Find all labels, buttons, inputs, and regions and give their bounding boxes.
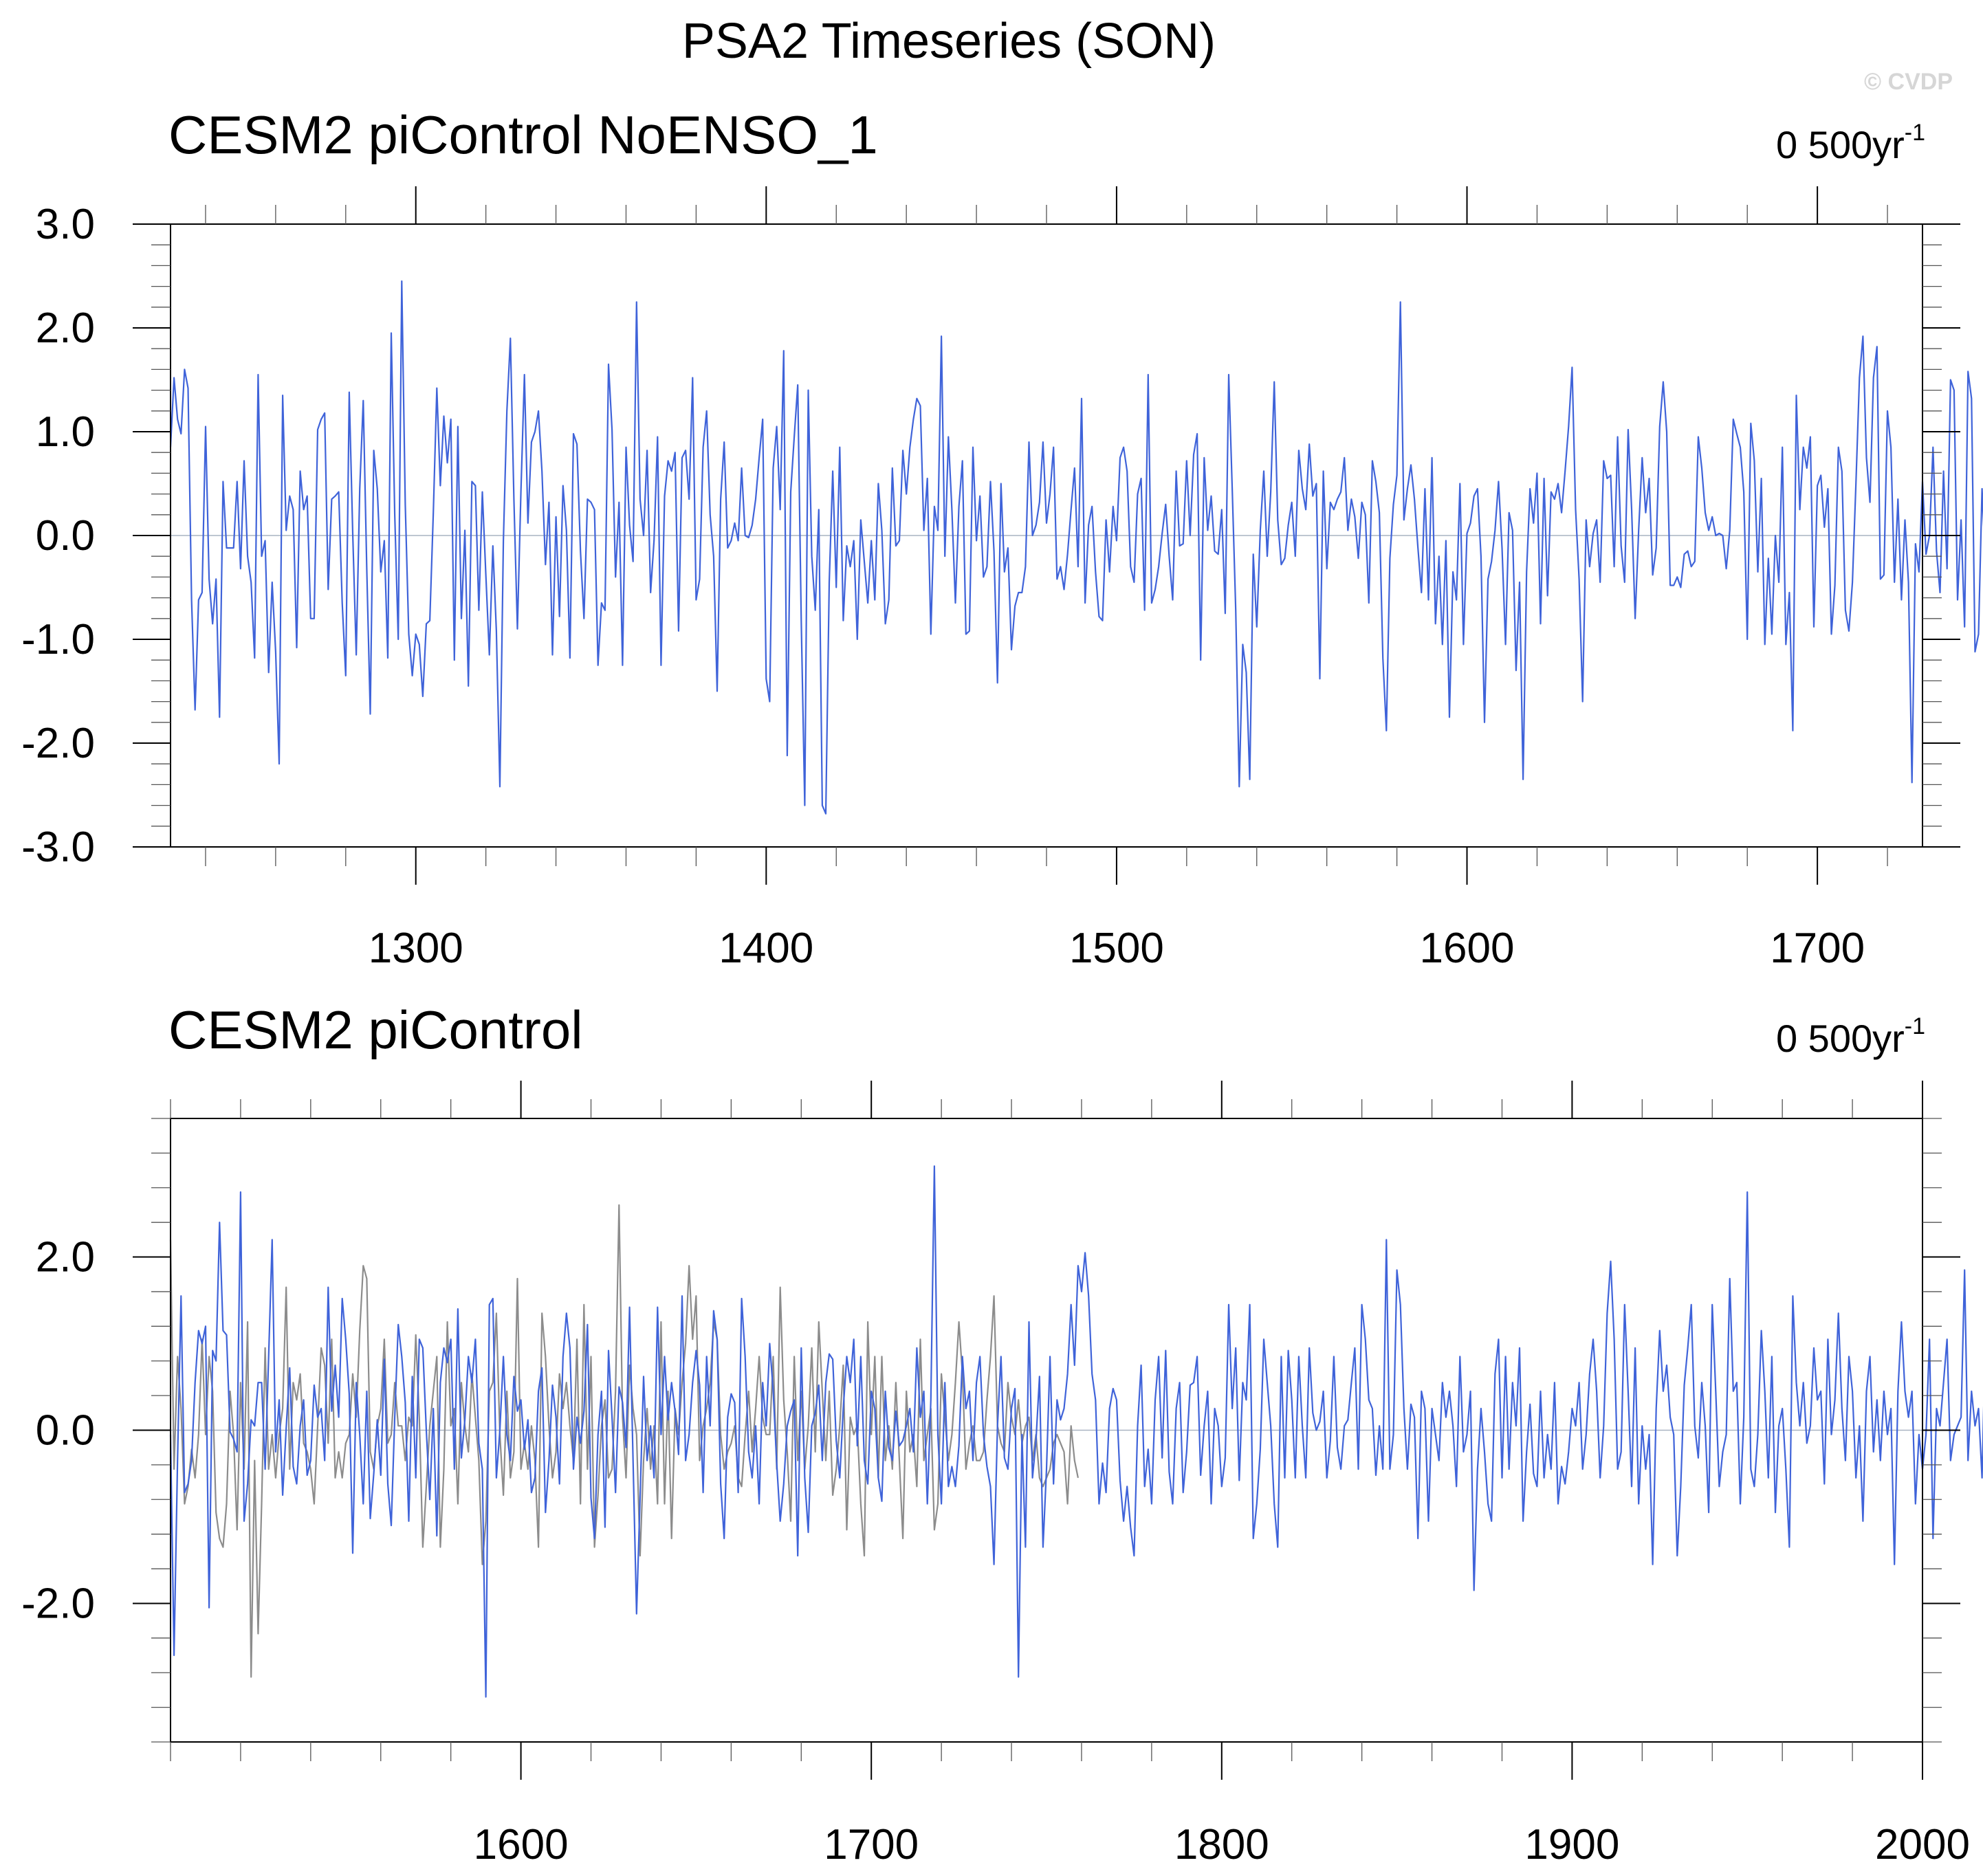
panel-bottom-plot: -2.0 0.0 2.0 1600 1700 1800 1900 2000 bbox=[21, 1081, 1983, 1868]
panel-bottom-trend-unit: 500yr bbox=[1808, 1017, 1905, 1060]
y-tick-label: 2.0 bbox=[36, 1234, 95, 1281]
x-tick-label: 1500 bbox=[1069, 925, 1164, 972]
panel-bottom-trend-exp: -1 bbox=[1905, 1013, 1925, 1039]
panel-top: CESM2 piControl NoENSO_1 0 500yr-1 -3.0-… bbox=[21, 104, 1983, 972]
panel-bottom: CESM2 piControl 0 500yr-1 -2.0 0.0 2.0 1600… bbox=[21, 1000, 1983, 1868]
comparison-series-line bbox=[169, 1204, 1079, 1678]
x-tick-label: 2000 bbox=[1875, 1821, 1970, 1868]
panel-top-trend-unit: 500yr bbox=[1808, 123, 1905, 166]
cvdp-watermark: © CVDP bbox=[1864, 69, 1953, 95]
y-tick-label: -2.0 bbox=[21, 720, 95, 767]
x-tick-label: 1400 bbox=[719, 925, 813, 972]
y-tick-label: -3.0 bbox=[21, 824, 95, 871]
panel-bottom-title: CESM2 piControl bbox=[168, 1000, 583, 1060]
panel-bottom-trend: 0 500yr-1 bbox=[1776, 1013, 1925, 1060]
panel-top-trend-value: 0 bbox=[1776, 123, 1797, 166]
y-tick-label: 0.0 bbox=[36, 512, 95, 560]
figure-title: PSA2 Timeseries (SON) bbox=[682, 14, 1216, 69]
panel-top-trend: 0 500yr-1 bbox=[1776, 120, 1925, 166]
panel-top-plot: -3.0 -2.0 -1.0 0.0 1.0 2.0 3.0 1300 1400 1500 1600… bbox=[21, 186, 1983, 972]
x-tick-label: 1900 bbox=[1524, 1821, 1619, 1868]
y-tick-label: 2.0 bbox=[36, 305, 95, 352]
panel-top-trend-exp: -1 bbox=[1905, 120, 1925, 146]
y-tick-label: -2.0 bbox=[21, 1580, 95, 1627]
x-tick-label: 1600 bbox=[474, 1821, 569, 1868]
panel-bottom-trend-value: 0 bbox=[1776, 1017, 1797, 1060]
y-tick-label: 1.0 bbox=[36, 408, 95, 456]
x-tick-label: 1800 bbox=[1174, 1821, 1269, 1868]
x-tick-label: 1600 bbox=[1420, 925, 1515, 972]
series-line bbox=[169, 280, 1983, 815]
y-tick-label: 0.0 bbox=[36, 1407, 95, 1455]
series-line bbox=[169, 1165, 1983, 1698]
x-tick-label: 1300 bbox=[369, 925, 463, 972]
x-tick-label: 1700 bbox=[1770, 925, 1865, 972]
y-tick-label: 3.0 bbox=[36, 201, 95, 248]
x-tick-label: 1700 bbox=[824, 1821, 919, 1868]
y-tick-label: -1.0 bbox=[21, 616, 95, 663]
panel-top-title: CESM2 piControl NoENSO_1 bbox=[168, 104, 878, 165]
